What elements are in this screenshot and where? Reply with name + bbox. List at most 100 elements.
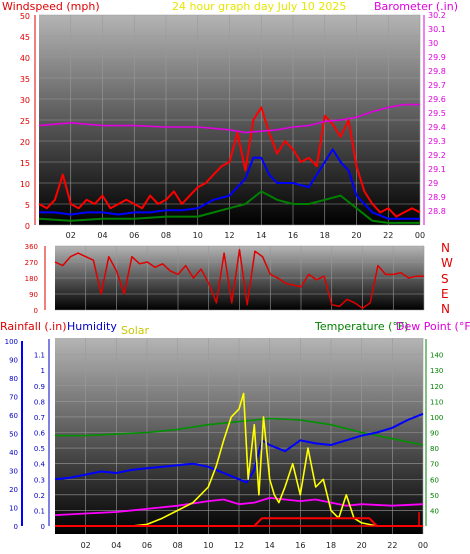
wind-x-tick-6: 14 (256, 231, 266, 240)
humidity-y-tick-1: 0.1 (34, 507, 45, 515)
baro-y-tick-12: 30 (428, 39, 438, 48)
bottom-x-tick-10: 22 (387, 541, 397, 550)
temp-y-tick-6: 100 (430, 414, 443, 422)
humidity-y-tick-7: 0.7 (34, 414, 45, 422)
wind-x-tick-4: 10 (193, 231, 203, 240)
wind-series-barometer (38, 103, 420, 134)
rain-y-tick-3: 30 (9, 468, 18, 476)
humidity-y-tick-4: 0.4 (34, 461, 46, 469)
humidity-y-tick-9: 0.9 (34, 383, 45, 391)
wind-series-low (38, 190, 420, 224)
dir-y-tick-3: 270 (25, 259, 38, 267)
bottom-series-dew-point (54, 496, 424, 516)
bottom-x-tick-11: 00 (418, 541, 428, 550)
dir-label-s: S (441, 272, 449, 286)
humidity-y-tick-5: 0.5 (34, 445, 45, 453)
baro-y-tick-5: 29.3 (428, 137, 446, 146)
humidity-y-tick-2: 0.2 (34, 492, 45, 500)
wind-y-tick-4: 20 (20, 138, 30, 147)
wind-x-tick-5: 12 (224, 231, 234, 240)
dewpoint-label: Dew Point (°F) (396, 320, 470, 333)
rain-y-tick-2: 20 (9, 486, 18, 494)
wind-y-tick-6: 30 (20, 96, 30, 105)
rain-y-tick-6: 60 (9, 412, 18, 420)
baro-y-tick-1: 28.9 (428, 193, 446, 202)
baro-y-tick-13: 30.1 (428, 25, 446, 34)
bottom-x-tick-1: 04 (111, 541, 121, 550)
baro-y-tick-14: 30.2 (428, 11, 446, 20)
wind-x-tick-2: 06 (129, 231, 139, 240)
baro-y-tick-8: 29.6 (428, 95, 446, 104)
wind-y-tick-1: 5 (25, 201, 30, 210)
baro-y-tick-10: 29.8 (428, 67, 446, 76)
barometer-label: Barometer (.in) (374, 0, 458, 13)
humidity-y-tick-3: 0.3 (34, 476, 45, 484)
temp-y-tick-1: 50 (430, 492, 439, 500)
wind-y-tick-2: 10 (20, 180, 30, 189)
rain-y-tick-9: 90 (9, 357, 18, 365)
bottom-series-humidity (54, 412, 424, 484)
dir-series-direction (54, 248, 424, 309)
bottom-series-solar (55, 392, 423, 527)
bottom-x-tick-7: 16 (295, 541, 305, 550)
graph-title: 24 hour graph day July 10 2025 (172, 0, 346, 13)
wind-y-tick-10: 50 (20, 12, 30, 21)
bottom-x-tick-8: 18 (326, 541, 336, 550)
windspeed-label: Windspeed (mph) (2, 0, 100, 13)
bottom-x-tick-9: 20 (357, 541, 367, 550)
temp-y-tick-5: 90 (430, 430, 439, 438)
dir-y-tick-4: 360 (25, 243, 38, 251)
wind-x-tick-8: 18 (320, 231, 330, 240)
baro-y-tick-3: 29.1 (428, 165, 446, 174)
wind-y-tick-7: 35 (20, 75, 30, 84)
baro-y-tick-7: 29.5 (428, 109, 446, 118)
solar-label: Solar (121, 324, 150, 337)
bottom-x-tick-2: 06 (142, 541, 152, 550)
bottom-x-tick-5: 12 (234, 541, 244, 550)
humidity-y-tick-6: 0.6 (34, 430, 46, 438)
rain-y-tick-10: 100 (5, 338, 18, 346)
wind-series-windspeed (38, 106, 421, 218)
rainfall-label: Rainfall (.in) (0, 320, 67, 333)
humidity-y-tick-0: 0 (41, 523, 45, 531)
grid-lines (39, 14, 425, 534)
wind-y-tick-0: 0 (25, 222, 30, 231)
baro-y-tick-11: 29.9 (428, 53, 446, 62)
wind-x-tick-1: 04 (97, 231, 107, 240)
dir-label-e: E (441, 287, 449, 301)
rain-y-tick-4: 40 (9, 449, 18, 457)
humidity-y-tick-11: 1.1 (34, 352, 45, 360)
dir-y-tick-2: 180 (25, 275, 38, 283)
wind-y-tick-3: 15 (20, 159, 30, 168)
humidity-label: Humidity (67, 320, 117, 333)
temp-y-tick-4: 80 (430, 445, 439, 453)
temp-y-tick-8: 120 (430, 383, 443, 391)
dir-label-w: W (441, 256, 453, 270)
temp-y-tick-0: 40 (430, 507, 439, 515)
dir-label-n-top: N (441, 241, 450, 255)
dir-label-n-bottom: N (441, 302, 450, 316)
temp-y-tick-7: 110 (430, 398, 443, 406)
direction-labels: N W S E N (441, 241, 453, 316)
axes: 0510152025303540455028.828.92929.129.229… (5, 11, 446, 550)
baro-y-tick-2: 29 (428, 179, 438, 188)
temp-y-tick-3: 70 (430, 461, 439, 469)
baro-y-tick-6: 29.4 (428, 123, 446, 132)
bottom-x-tick-0: 02 (81, 541, 91, 550)
wind-y-tick-8: 40 (20, 54, 30, 63)
wind-x-tick-10: 22 (383, 231, 393, 240)
wind-x-tick-11: 00 (415, 231, 425, 240)
rain-y-tick-0: 0 (14, 523, 18, 531)
dir-y-tick-1: 90 (29, 291, 38, 299)
rain-y-tick-7: 70 (9, 394, 18, 402)
temp-y-tick-9: 130 (430, 367, 443, 375)
temp-y-tick-2: 60 (430, 476, 439, 484)
humidity-y-tick-10: 1 (41, 367, 45, 375)
wind-x-tick-9: 20 (351, 231, 361, 240)
wind-y-tick-5: 25 (20, 117, 30, 126)
humidity-y-tick-8: 0.8 (34, 398, 45, 406)
bottom-x-tick-3: 08 (173, 541, 183, 550)
baro-y-tick-0: 28.8 (428, 207, 446, 216)
wind-x-tick-7: 16 (288, 231, 298, 240)
